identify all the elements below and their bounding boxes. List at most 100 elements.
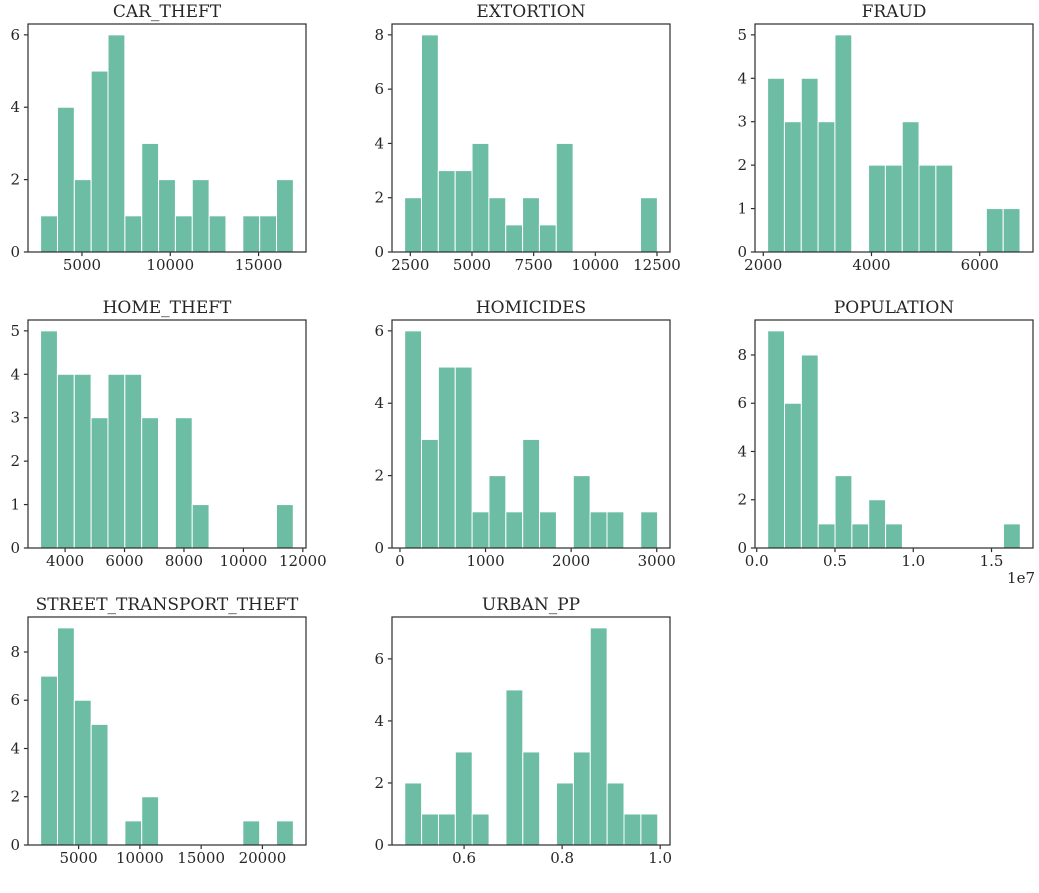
hist-bar (40, 330, 58, 549)
x-tick-label: 12000 (279, 552, 327, 570)
y-tick-label: 6 (374, 80, 384, 98)
hist-bar (901, 121, 920, 253)
axes-frame (391, 319, 671, 549)
hist-bar (935, 164, 954, 253)
axes-frame (754, 23, 1034, 253)
hist-bar (404, 782, 423, 846)
histogram-urban-pp: 0.6 0.8 1.0 0 2 4 6 URBAN_PP (347, 593, 715, 893)
plot-area-home-theft: 4000 6000 8000 10000 12000 0 1 2 3 4 5 (10, 319, 327, 570)
hist-bar (404, 330, 423, 549)
histogram-home-theft: 4000 6000 8000 10000 12000 0 1 2 3 4 5 HOME_THEFT (0, 296, 351, 596)
x-tick-label: 5000 (63, 256, 101, 274)
hist-bar (107, 373, 126, 549)
hist-bar (640, 197, 658, 253)
x-tick-label: 5000 (60, 849, 98, 867)
x-tick-label: 1.0 (901, 552, 925, 570)
x-tick-label: 15000 (177, 849, 225, 867)
chart-title: POPULATION (833, 298, 955, 318)
hist-bar (522, 751, 541, 846)
x-tick-label: 0 (395, 552, 405, 570)
x-tick-label: 0.8 (550, 849, 574, 867)
chart-title: HOMICIDES (475, 298, 587, 318)
hist-bar (471, 511, 490, 549)
hist-bar (471, 813, 490, 846)
chart-title: EXTORTION (476, 2, 586, 22)
hist-bar (158, 179, 176, 253)
x-tick-label: 1.0 (648, 849, 672, 867)
y-tick-label: 6 (737, 394, 747, 412)
y-tick-label: 3 (737, 113, 747, 131)
hist-bar (73, 699, 92, 846)
x-tick-label: 10000 (571, 256, 619, 274)
y-tick-label: 5 (10, 322, 20, 340)
y-tick-label: 6 (10, 26, 20, 44)
y-tick-label: 3 (10, 409, 20, 427)
axes-frame (27, 319, 307, 549)
hist-bar (437, 366, 456, 549)
hist-bar (488, 475, 507, 549)
hist-bar (538, 224, 557, 253)
y-tick-label: 4 (737, 69, 747, 87)
hist-bar (640, 511, 659, 549)
x-tick-label: 2000 (744, 256, 782, 274)
histogram-car-theft: 5000 10000 15000 0 2 4 6 CAR_THEFT (0, 0, 351, 300)
y-tick-label: 2 (10, 171, 20, 189)
x-tick-label: 1.5 (980, 552, 1004, 570)
hist-bar (276, 179, 294, 253)
hist-bar (421, 813, 439, 846)
y-tick-label: 0 (737, 539, 747, 557)
chart-title: URBAN_PP (481, 595, 581, 615)
plot-area-population: 0.0 0.5 1.0 1.5 0 2 4 6 8 1e7 (737, 319, 1035, 587)
hist-bar (522, 438, 541, 549)
hist-bar (90, 417, 109, 549)
hist-bar (522, 197, 540, 253)
hist-bar (242, 820, 261, 846)
hist-bar (589, 511, 608, 549)
hist-bar (851, 523, 870, 549)
hist-bar (275, 504, 294, 549)
hist-bar (606, 782, 625, 846)
y-tick-label: 8 (737, 346, 747, 364)
axes-frame (27, 23, 307, 253)
hist-bar (868, 499, 887, 549)
hist-bar (505, 224, 524, 253)
plot-area-street-transport-theft: 5000 10000 15000 20000 0 2 4 6 8 (10, 616, 307, 867)
hist-bar (555, 142, 574, 253)
y-tick-label: 2 (374, 467, 384, 485)
y-tick-label: 4 (374, 134, 384, 152)
hist-bar (767, 77, 785, 253)
y-tick-label: 2 (10, 452, 20, 470)
y-tick-label: 0 (374, 539, 384, 557)
hist-bar (539, 511, 557, 549)
hist-bar (572, 475, 591, 549)
hist-bar (885, 523, 903, 549)
hist-bar (90, 723, 109, 846)
y-tick-label: 0 (10, 539, 20, 557)
y-tick-label: 0 (10, 836, 20, 854)
plot-area-urban-pp: 0.6 0.8 1.0 0 2 4 6 (374, 616, 672, 867)
hist-bar (783, 121, 802, 253)
hist-bar (784, 402, 802, 549)
hist-bar (868, 164, 886, 253)
x-tick-label: 4000 (852, 256, 890, 274)
x-tick-label: 10000 (220, 552, 268, 570)
y-tick-label: 4 (10, 98, 20, 116)
hist-bar (141, 142, 160, 253)
hist-bar (124, 373, 143, 549)
chart-title: FRAUD (861, 2, 927, 22)
x-tick-label: 12500 (633, 256, 681, 274)
hist-bar (817, 121, 836, 253)
y-tick-label: 1 (10, 496, 20, 514)
hist-bar (56, 106, 75, 253)
y-tick-label: 6 (374, 650, 384, 668)
hist-bar (191, 504, 210, 549)
x-tick-label: 10000 (146, 256, 194, 274)
hist-bar (505, 689, 524, 846)
x-tick-label: 0.5 (823, 552, 847, 570)
y-tick-label: 2 (374, 189, 384, 207)
hist-bar (1002, 208, 1021, 253)
axes-frame (27, 616, 307, 846)
x-tick-label: 2500 (391, 256, 429, 274)
plot-area-homicides: 0 1000 2000 3000 0 2 4 6 (374, 319, 676, 570)
hist-bar (471, 142, 490, 253)
